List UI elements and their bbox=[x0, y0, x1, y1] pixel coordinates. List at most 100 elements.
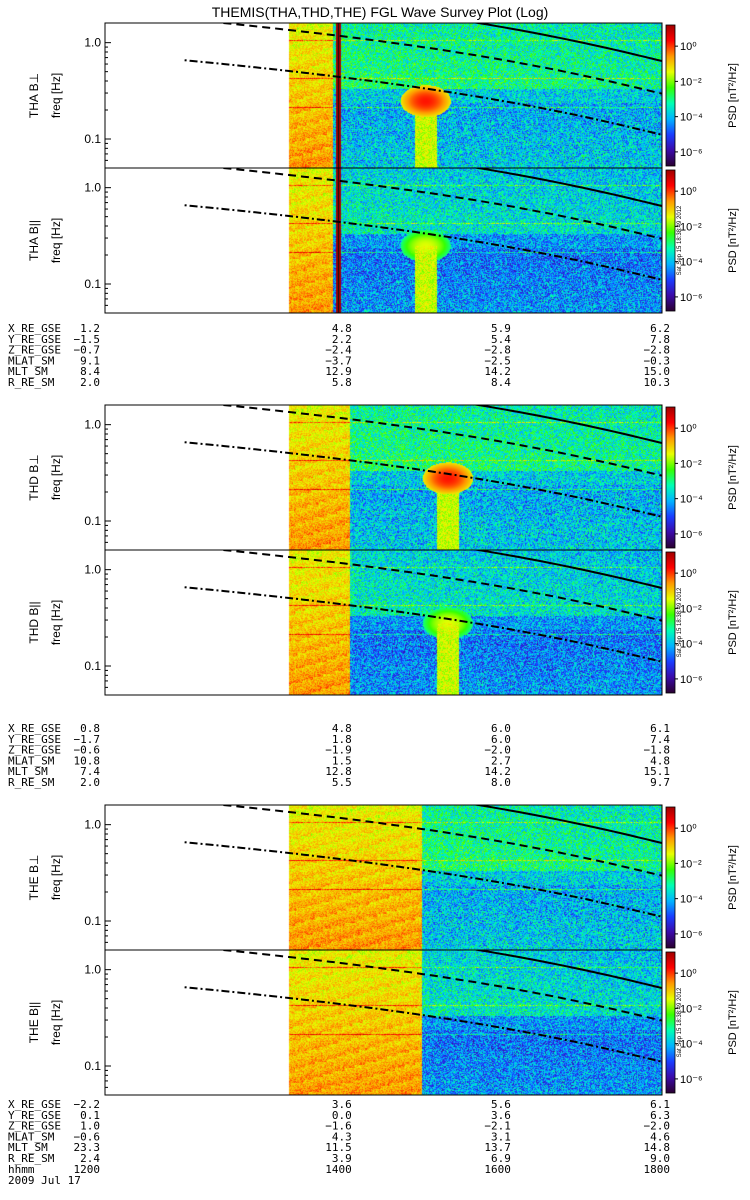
ephemeris-row-label: MLAT_SM bbox=[8, 354, 55, 367]
spectrogram-image bbox=[105, 950, 662, 1095]
time-tick-label: 1600 bbox=[484, 1163, 511, 1176]
ephemeris-value: 15.1 bbox=[644, 765, 671, 778]
ephemeris-value: 13.7 bbox=[484, 1141, 511, 1154]
ephemeris-value: −0.3 bbox=[644, 354, 671, 367]
colorbar-label: PSD [nT²/Hz] bbox=[727, 208, 739, 273]
y-tick-label: 1.0 bbox=[84, 36, 101, 50]
ephemeris-value: 3.9 bbox=[332, 1152, 352, 1165]
ephemeris-row-label: R_RE_SM bbox=[8, 1152, 55, 1165]
colorbar-tick-label: 10⁻² bbox=[680, 1003, 702, 1015]
colorbar-tick-label: 10⁻⁶ bbox=[680, 929, 703, 941]
colorbar-tick-label: 10⁻⁶ bbox=[680, 292, 703, 304]
ephemeris-row-label: Y_RE_GSE bbox=[8, 733, 61, 746]
colorbar-tick-label: 10⁻⁴ bbox=[680, 257, 703, 269]
panel-frame bbox=[104, 549, 663, 696]
ephemeris-row-label: X_RE_GSE bbox=[8, 322, 61, 335]
ephemeris-value: 2.0 bbox=[80, 776, 100, 789]
ephemeris-value: 12.9 bbox=[325, 365, 352, 378]
colorbar bbox=[665, 806, 676, 949]
ephemeris-value: −2.5 bbox=[484, 354, 511, 367]
y-tick-label: 1.0 bbox=[84, 418, 101, 432]
cyclotron-curves bbox=[184, 950, 662, 1063]
colorbar-tick-label: 10⁻⁴ bbox=[680, 112, 703, 124]
colorbar-label: PSD [nT²/Hz] bbox=[727, 845, 739, 910]
ephemeris-value: 11.5 bbox=[325, 1141, 352, 1154]
figure-title: THEMIS(THA,THD,THE) FGL Wave Survey Plot… bbox=[212, 4, 549, 20]
gyrofrequency-curve bbox=[472, 168, 662, 207]
gyrofrequency-half-curve bbox=[213, 805, 662, 877]
ephemeris-value: 4.3 bbox=[332, 1130, 352, 1143]
gyrofrequency-half-curve bbox=[213, 550, 662, 622]
ephemeris-value: 5.5 bbox=[332, 776, 352, 789]
spectrogram-image bbox=[105, 550, 662, 695]
y-axis-label: freq [Hz] bbox=[49, 455, 63, 500]
y-tick-label: 1.0 bbox=[84, 818, 101, 832]
colorbar-tick-label: 10⁻² bbox=[680, 603, 702, 615]
ephemeris-row-label: MLT_SM bbox=[8, 765, 48, 778]
gyrofrequency-tenth-curve bbox=[184, 204, 662, 281]
colorbar bbox=[665, 951, 676, 1094]
ephemeris-value: 6.1 bbox=[650, 722, 670, 735]
ephemeris-value: −0.7 bbox=[74, 344, 101, 357]
ephemeris-row-label: Z_RE_GSE bbox=[8, 744, 61, 757]
ephemeris-value: 5.6 bbox=[491, 1098, 511, 1111]
ephemeris-value: 3.6 bbox=[491, 1109, 511, 1122]
panel-label: THD B⊥ bbox=[27, 454, 41, 500]
ephemeris-value: 2.0 bbox=[80, 376, 100, 389]
y-axis-label: freq [Hz] bbox=[49, 1000, 63, 1045]
colorbar-tick-label: 10⁻⁴ bbox=[680, 639, 703, 651]
y-tick-label: 0.1 bbox=[84, 132, 101, 146]
cyclotron-curves bbox=[184, 23, 662, 136]
colorbar bbox=[665, 551, 676, 694]
ephemeris-value: 7.8 bbox=[650, 333, 670, 346]
colorbar-tick-label: 10⁻² bbox=[680, 458, 702, 470]
gyrofrequency-curve bbox=[472, 405, 662, 444]
y-tick-label: 1.0 bbox=[84, 563, 101, 577]
ephemeris-value: 0.1 bbox=[80, 1109, 100, 1122]
colorbar-tick-label: 10⁰ bbox=[680, 968, 697, 980]
ephemeris-value: 1.2 bbox=[80, 322, 100, 335]
date-stamp: Sat Sep 15 18:38:49 2012 bbox=[677, 205, 683, 275]
spectrogram-image bbox=[105, 405, 662, 550]
ephemeris-value: −3.7 bbox=[325, 354, 352, 367]
ephemeris-value: 9.1 bbox=[80, 354, 100, 367]
ephemeris-value: 5.8 bbox=[332, 376, 352, 389]
ephemeris-value: 5.4 bbox=[491, 333, 511, 346]
ephemeris-value: 4.6 bbox=[650, 1130, 670, 1143]
colorbar-tick-label: 10⁻⁶ bbox=[680, 147, 703, 159]
ephemeris-value: 9.0 bbox=[650, 1152, 670, 1165]
gyrofrequency-half-curve bbox=[213, 23, 662, 95]
panel-frame bbox=[104, 167, 663, 314]
cyclotron-curves bbox=[184, 405, 662, 518]
colorbar-tick-label: 10⁻⁴ bbox=[680, 894, 703, 906]
ephemeris-value: 7.4 bbox=[650, 733, 670, 746]
gyrofrequency-tenth-curve bbox=[184, 986, 662, 1063]
colorbar-label: PSD [nT²/Hz] bbox=[727, 590, 739, 655]
ephemeris-value: 1.5 bbox=[332, 754, 352, 767]
cyclotron-curves bbox=[184, 168, 662, 281]
ephemeris-value: 12.8 bbox=[325, 765, 352, 778]
colorbar-tick-label: 10⁻² bbox=[680, 76, 702, 88]
date-stamp: Sat Sep 15 18:38:49 2012 bbox=[677, 587, 683, 657]
gyrofrequency-tenth-curve bbox=[184, 441, 662, 518]
ephemeris-value: −2.2 bbox=[74, 1098, 101, 1111]
ephemeris-value: −0.6 bbox=[74, 1130, 101, 1143]
ephemeris-value: 1.8 bbox=[332, 733, 352, 746]
ephemeris-row-label: MLT_SM bbox=[8, 1141, 48, 1154]
y-axis-label: freq [Hz] bbox=[49, 218, 63, 263]
colorbar-label: PSD [nT²/Hz] bbox=[727, 445, 739, 510]
colorbar-tick-label: 10⁻⁴ bbox=[680, 494, 703, 506]
ephemeris-value: 15.0 bbox=[644, 365, 671, 378]
ephemeris-value: 6.2 bbox=[650, 322, 670, 335]
ephemeris-value: 6.0 bbox=[491, 733, 511, 746]
colorbar-tick-label: 10⁻² bbox=[680, 858, 702, 870]
ephemeris-value: 4.8 bbox=[332, 322, 352, 335]
y-axis-label: freq [Hz] bbox=[49, 600, 63, 645]
ephemeris-row-label: MLT_SM bbox=[8, 365, 48, 378]
time-axis-label: hhmm bbox=[8, 1163, 35, 1176]
ephemeris-row-label: X_RE_GSE bbox=[8, 722, 61, 735]
time-tick-label: 1800 bbox=[644, 1163, 671, 1176]
ephemeris-value: 10.3 bbox=[644, 376, 671, 389]
y-tick-label: 0.1 bbox=[84, 514, 101, 528]
